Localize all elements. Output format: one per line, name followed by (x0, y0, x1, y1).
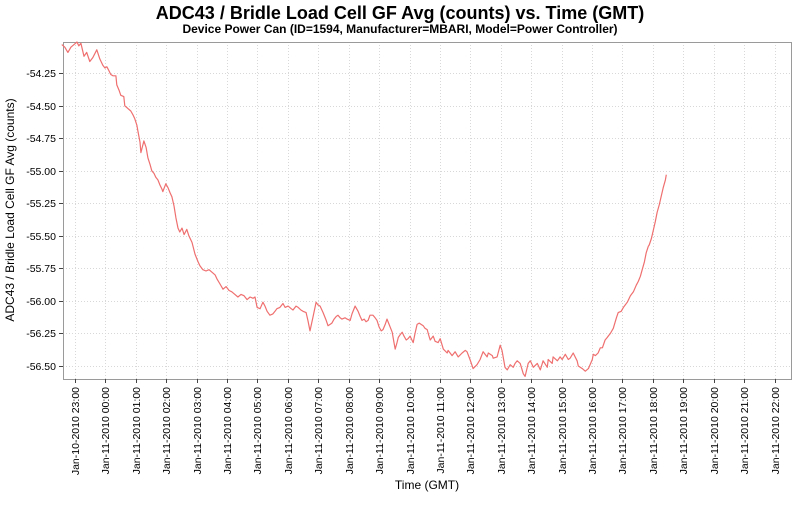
x-tick-label: Jan-11-2010 16:00 (587, 387, 599, 475)
y-tick-label: -55.00 (26, 166, 56, 178)
chart-subtitle: Device Power Can (ID=1594, Manufacturer=… (182, 22, 617, 36)
x-tick-label: Jan-11-2010 22:00 (770, 387, 782, 475)
x-tick-label: Jan-11-2010 12:00 (465, 387, 477, 475)
x-tick-label: Jan-11-2010 01:00 (131, 387, 143, 475)
y-tick-label: -54.50 (26, 101, 56, 113)
x-tick-label: Jan-11-2010 05:00 (252, 387, 264, 475)
x-tick-label: Jan-11-2010 14:00 (526, 387, 538, 475)
x-tick-label: Jan-11-2010 19:00 (678, 387, 690, 475)
x-tick-label: Jan-11-2010 11:00 (435, 387, 447, 474)
x-tick-label: Jan-11-2010 20:00 (709, 387, 721, 475)
y-axis-title: ADC43 / Bridle Load Cell GF Avg (counts) (3, 98, 17, 321)
x-tick-label: Jan-11-2010 09:00 (374, 387, 386, 475)
plot-frame (63, 42, 792, 380)
y-tick-label: -55.75 (26, 263, 56, 275)
x-tick-label: Jan-11-2010 00:00 (100, 387, 112, 475)
plot-border (63, 42, 792, 380)
tick-layer: -54.25 -54.50 -54.75 -55.00 -55.25 -55.50 -55.… (26, 68, 782, 475)
x-tick-label: Jan-11-2010 13:00 (496, 387, 508, 475)
series-layer (61, 41, 667, 377)
x-tick-label: Jan-11-2010 08:00 (344, 387, 356, 475)
x-tick-label: Jan-11-2010 21:00 (739, 387, 751, 475)
x-axis-title: Time (GMT) (395, 478, 459, 492)
y-tick-label: -54.25 (26, 68, 56, 80)
y-tick-label: -56.25 (26, 328, 56, 340)
x-tick-label: Jan-11-2010 18:00 (648, 387, 660, 475)
x-tick-label: Jan-11-2010 03:00 (192, 387, 204, 475)
x-tick-label: Jan-11-2010 04:00 (222, 387, 234, 475)
x-tick-label: Jan-11-2010 02:00 (161, 387, 173, 475)
y-tick-label: -55.50 (26, 231, 56, 243)
x-tick-label: Jan-11-2010 17:00 (617, 387, 629, 475)
y-tick-label: -56.50 (26, 361, 56, 373)
x-tick-label: Jan-11-2010 06:00 (283, 387, 295, 475)
y-tick-label: -54.75 (26, 133, 56, 145)
x-tick-label: Jan-10-2010 23:00 (70, 387, 82, 475)
series-line (61, 41, 667, 377)
grid-layer (63, 42, 791, 379)
y-tick-label: -55.25 (26, 198, 56, 210)
x-tick-label: Jan-11-2010 15:00 (557, 387, 569, 475)
y-tick-label: -56.00 (26, 296, 56, 308)
chart-title: ADC43 / Bridle Load Cell GF Avg (counts)… (156, 3, 644, 23)
x-tick-label: Jan-11-2010 10:00 (405, 387, 417, 475)
x-tick-label: Jan-11-2010 07:00 (313, 387, 325, 475)
